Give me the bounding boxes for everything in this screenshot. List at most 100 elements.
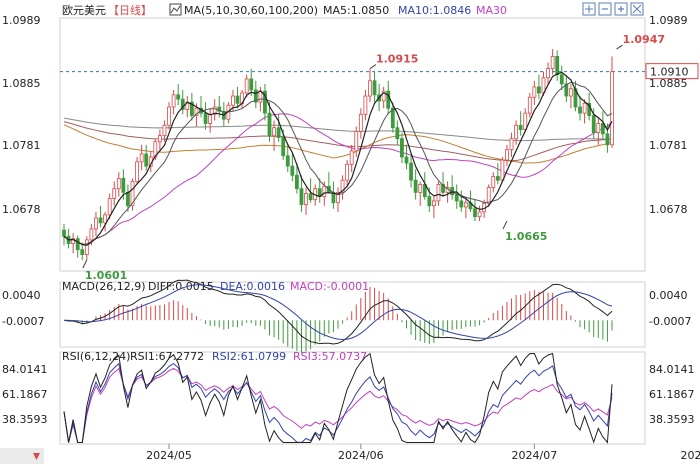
diff-line <box>63 279 613 345</box>
x-tick-label: 2024/06 <box>338 449 384 462</box>
candle-body <box>427 196 432 207</box>
rsi-y-tick: 61.1867 <box>2 388 48 401</box>
bottom-left-arrow-icon[interactable] <box>0 448 44 464</box>
candle-body <box>495 176 500 181</box>
candle-body <box>194 107 199 116</box>
candle-body <box>217 106 222 112</box>
candle-body <box>564 83 569 97</box>
candle-body <box>212 106 217 115</box>
candle-body <box>582 102 587 114</box>
candle-body <box>84 239 89 255</box>
candle-body <box>299 188 304 205</box>
candle-body <box>98 217 103 224</box>
rsi3-line <box>63 367 613 443</box>
candle-body <box>404 156 409 164</box>
candle-body <box>171 94 176 108</box>
date-axis: 2024/05 2024/06 2024/07 2024/08 <box>146 444 700 462</box>
candle-body <box>258 90 263 103</box>
y-tick: 1.0678 <box>2 203 41 216</box>
price-axis-right: 1.0989 1.0885 1.0781 1.0678 <box>649 14 688 216</box>
candle-body <box>112 188 117 199</box>
macd-value: MACD:-0.0001 <box>290 280 369 293</box>
candle-body <box>235 95 240 104</box>
candle-body <box>372 80 377 96</box>
candle-body <box>441 184 445 193</box>
candle-body <box>345 163 350 181</box>
candle-body <box>263 90 267 114</box>
macd-series <box>63 279 613 354</box>
candle-body <box>130 180 135 207</box>
ma-menu-icon[interactable] <box>169 3 182 16</box>
candle-body <box>244 78 249 94</box>
candle-body <box>436 184 441 202</box>
candle-body <box>281 137 286 157</box>
candle-body <box>537 86 541 94</box>
candle-body <box>578 106 582 114</box>
x-tick-label: 2024/08 <box>680 449 700 462</box>
candle-body <box>418 184 423 193</box>
macd-dea: DEA:0.0016 <box>220 280 285 293</box>
candle-body <box>336 191 340 204</box>
annotation-pointer <box>616 44 623 50</box>
annotation-label: 1.0665 <box>505 230 547 243</box>
candle-body <box>395 127 400 140</box>
annotation-pointer <box>502 220 508 230</box>
candle-body <box>523 112 528 130</box>
candle-body <box>454 194 459 202</box>
candle-body <box>180 98 185 110</box>
candle-body <box>349 150 354 165</box>
price-panel-frame <box>59 17 646 272</box>
macd-y-tick: -0.0007 <box>2 315 44 328</box>
candle-body <box>285 155 290 167</box>
candle-body <box>569 88 573 97</box>
rsi-y-tick: 38.3593 <box>2 413 48 426</box>
zoom-in-icon[interactable] <box>614 2 628 16</box>
candle-body <box>276 127 281 138</box>
candle-body <box>477 211 482 218</box>
y-tick: 1.0678 <box>649 203 688 216</box>
candle-body <box>459 200 464 208</box>
candle-body <box>290 165 295 176</box>
candle-body <box>409 162 413 181</box>
candle-body <box>294 174 299 190</box>
candle-body <box>267 112 272 137</box>
candle-body <box>231 95 235 106</box>
rsi-title: RSI(6,12,24) <box>62 350 130 363</box>
candle-body <box>431 200 436 207</box>
y-tick: 1.0781 <box>2 139 41 152</box>
expand-icon[interactable] <box>630 2 644 16</box>
candle-body <box>532 86 537 98</box>
candle-body <box>89 228 94 241</box>
y-tick: 1.0989 <box>649 14 688 27</box>
zoom-out-icon[interactable] <box>598 2 612 16</box>
y-tick: 1.0781 <box>649 139 688 152</box>
ma10-value: MA10:1.0846 <box>398 4 471 17</box>
ma5-line <box>63 71 613 246</box>
ma30-label: MA30 <box>476 4 507 17</box>
candle-body <box>505 149 509 161</box>
move-icon[interactable] <box>582 2 596 16</box>
candle-body <box>253 89 258 103</box>
rsi-series <box>63 352 613 444</box>
candle-body <box>135 161 139 182</box>
candle-body <box>555 56 560 76</box>
ma-settings-label: MA(5,10,30,60,100,200) <box>184 4 318 17</box>
candle-body <box>605 133 610 146</box>
annotation-label: 1.0915 <box>376 53 418 66</box>
candle-body <box>162 124 167 137</box>
macd-title: MACD(26,12,9) <box>62 280 146 293</box>
rsi-y-tick: 61.1867 <box>649 388 695 401</box>
candle-body <box>75 238 80 251</box>
candle-body <box>381 90 386 102</box>
candle-body <box>71 238 76 244</box>
candle-body <box>322 185 327 198</box>
candle-body <box>610 71 614 146</box>
candle-body <box>304 193 308 205</box>
rsi-panel-frame <box>59 351 646 445</box>
candle-body <box>272 127 276 137</box>
candle-body <box>518 124 523 130</box>
current-price-value: 1.0910 <box>650 66 689 79</box>
period-label[interactable]: 【日线】 <box>108 3 152 17</box>
candle-body <box>550 56 555 70</box>
